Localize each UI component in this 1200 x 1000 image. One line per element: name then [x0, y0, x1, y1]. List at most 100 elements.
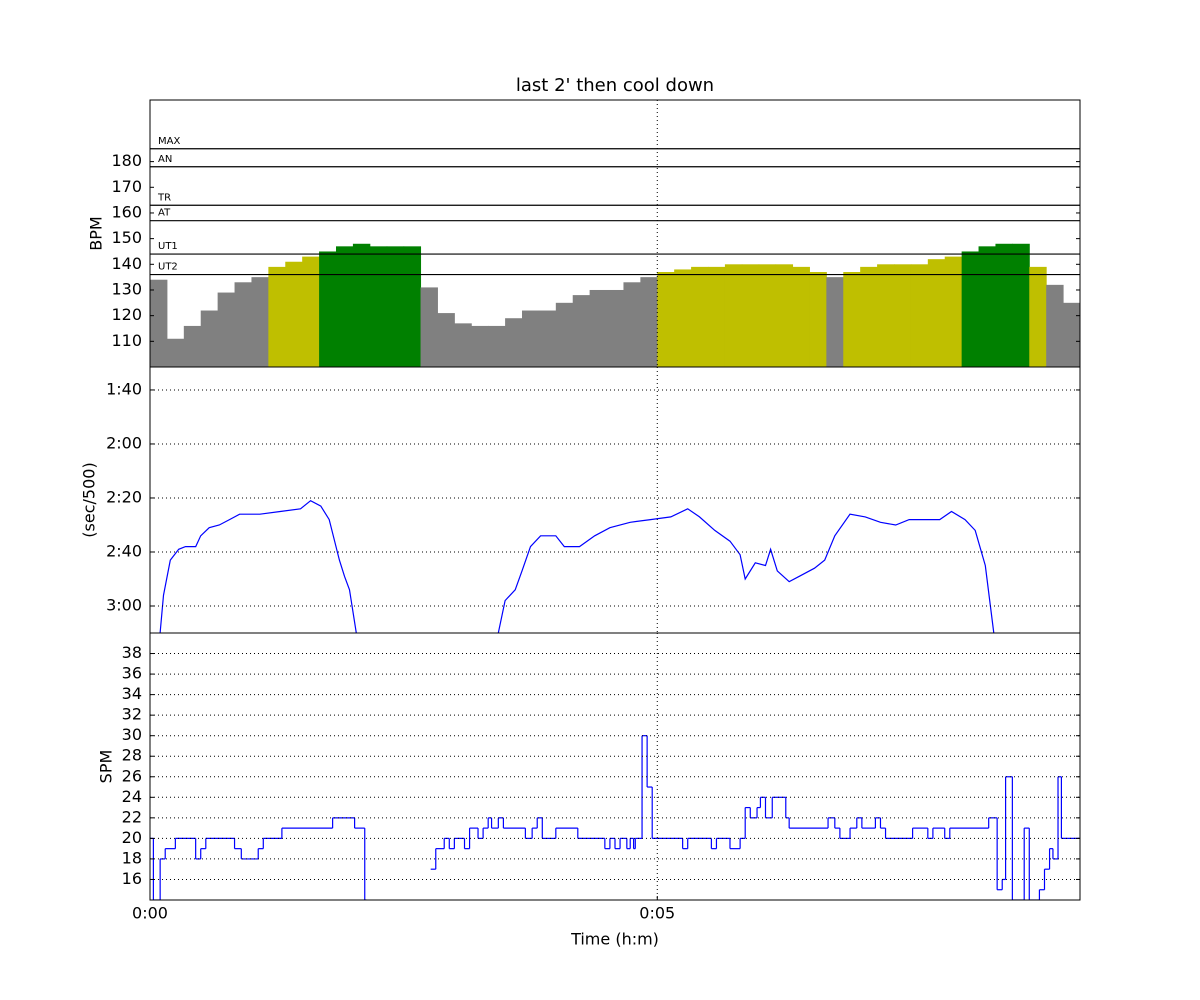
x-axis-label: Time (h:m): [570, 930, 659, 949]
bar: [319, 251, 337, 367]
bar: [217, 292, 236, 367]
y-tick-label: 36: [122, 664, 142, 683]
plot-area: [150, 735, 1080, 900]
y-tick-label: 2:00: [106, 433, 142, 452]
y-tick-label: 170: [111, 177, 142, 196]
bar: [877, 264, 895, 367]
bar: [234, 282, 252, 367]
bar: [995, 243, 1013, 367]
y-tick-label: 22: [122, 807, 142, 826]
axes-frame: [149, 632, 1081, 901]
bar: [843, 272, 861, 367]
bar: [894, 264, 912, 367]
y-tick-label: 34: [122, 684, 142, 703]
bar: [775, 264, 794, 367]
bar: [826, 277, 844, 367]
y-tick-label: 2:20: [106, 487, 142, 506]
bar: [724, 264, 743, 367]
bar: [437, 313, 455, 367]
bar: [251, 277, 269, 367]
bar: [927, 259, 946, 367]
zone-label: AN: [158, 154, 172, 165]
y-tick-label: 130: [111, 279, 142, 298]
bar: [691, 266, 709, 367]
zone-label: AT: [158, 208, 171, 219]
bar: [1029, 266, 1047, 367]
bar: [572, 295, 591, 367]
bar: [910, 264, 929, 367]
bar: [623, 282, 641, 367]
bar: [352, 243, 371, 367]
bar: [268, 266, 286, 367]
y-tick-label: 38: [122, 643, 142, 662]
y-tick-label: 30: [122, 725, 142, 744]
y-tick-label: 3:00: [106, 595, 142, 614]
bar: [809, 272, 827, 367]
x-tick-label: 0:05: [639, 904, 675, 923]
y-tick-label: 180: [111, 151, 142, 170]
zone-label: TR: [157, 192, 171, 203]
zone-label: UT1: [158, 241, 178, 252]
bar: [522, 310, 540, 367]
plot-area: [159, 499, 995, 633]
y-tick-label: 28: [122, 746, 142, 765]
bar: [336, 246, 354, 367]
bar: [200, 310, 219, 367]
bar: [792, 266, 810, 367]
bar: [606, 289, 624, 367]
bar: [302, 256, 320, 367]
y-tick-label: 140: [111, 254, 142, 273]
bar: [369, 246, 388, 367]
bar: [978, 246, 996, 367]
bar: [1012, 243, 1030, 367]
zone-label: MAX: [158, 136, 180, 147]
bar: [538, 310, 557, 367]
bar: [183, 325, 202, 367]
y-tick-label: 16: [122, 869, 142, 888]
y-tick-label: 110: [111, 331, 142, 350]
bar: [454, 323, 472, 367]
y-tick-label: 24: [122, 787, 142, 806]
bar: [555, 302, 574, 367]
y-tick-label: 20: [122, 828, 142, 847]
bar: [640, 277, 658, 367]
bar: [285, 261, 303, 367]
bar: [674, 269, 692, 367]
bar: [505, 318, 523, 367]
bar: [420, 287, 438, 367]
bar: [166, 338, 185, 367]
bar: [657, 272, 675, 367]
x-tick-label: 0:00: [132, 904, 168, 923]
y-tick-label: 160: [111, 202, 142, 221]
y-tick-label: 120: [111, 305, 142, 324]
plot-area: [150, 243, 1080, 367]
y-tick-label: 150: [111, 228, 142, 247]
bar: [1063, 302, 1080, 367]
bar: [741, 264, 760, 367]
y-tick-label: 1:40: [106, 379, 142, 398]
bar: [1046, 284, 1064, 367]
bar: [386, 246, 405, 367]
y-tick-label: 2:40: [106, 541, 142, 560]
zone-label: UT2: [158, 262, 178, 273]
bar: [471, 325, 489, 367]
bar: [150, 279, 168, 367]
pace-line: [159, 499, 995, 633]
y-axis-label: BPM: [87, 216, 106, 250]
bar: [589, 289, 608, 367]
y-tick-label: 32: [122, 705, 142, 724]
chart-title: last 2' then cool down: [516, 75, 714, 96]
y-axis-label: (sec/500): [80, 462, 99, 537]
bar: [944, 256, 963, 367]
bar: [488, 325, 506, 367]
bar: [708, 266, 726, 367]
bar: [860, 266, 878, 367]
bar: [758, 264, 777, 367]
y-tick-label: 26: [122, 766, 142, 785]
y-axis-label: SPM: [97, 750, 116, 784]
y-tick-label: 18: [122, 848, 142, 867]
bar: [961, 251, 980, 367]
bar: [403, 246, 422, 367]
